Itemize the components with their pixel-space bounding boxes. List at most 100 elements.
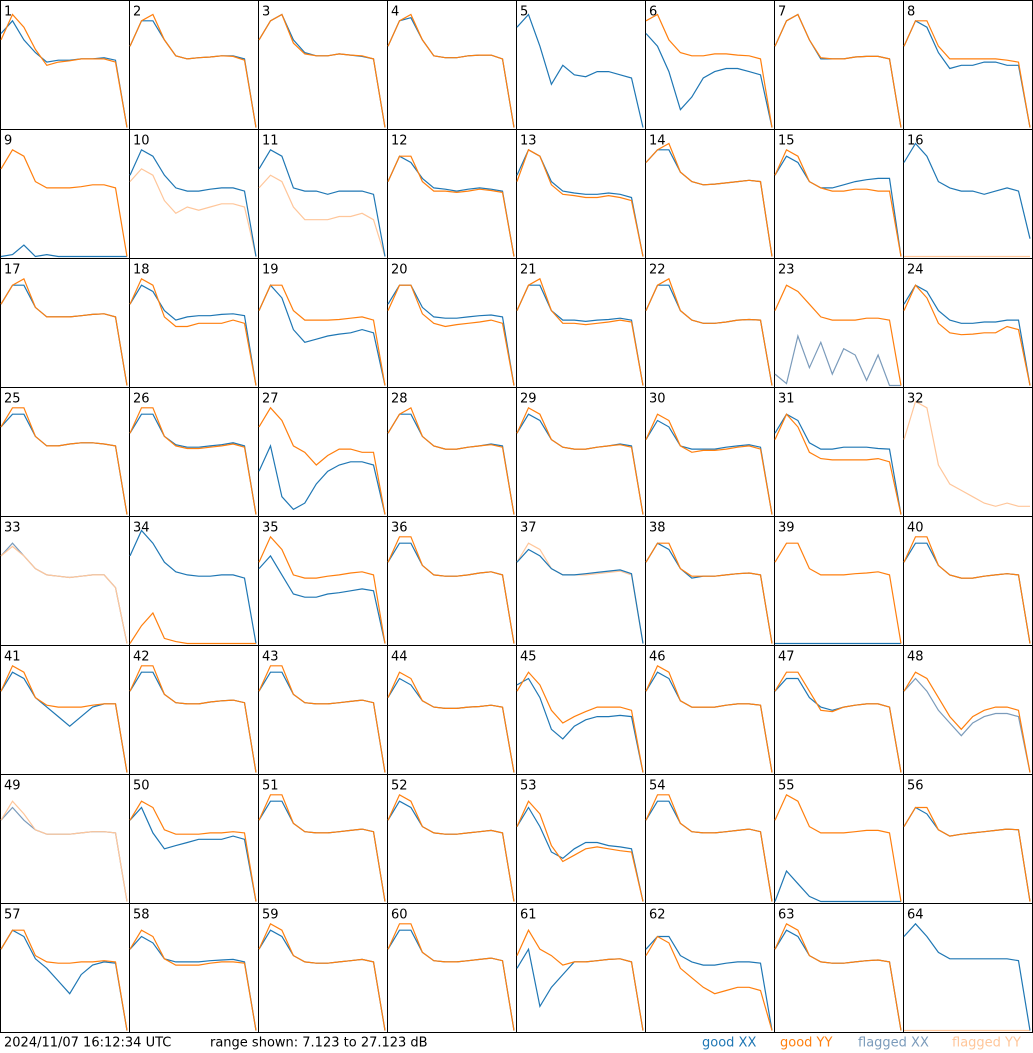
spectrum-line — [258, 406, 386, 515]
panel-label: 56 — [907, 779, 924, 794]
spectrum-line — [0, 13, 128, 128]
spectrum-line — [903, 142, 1031, 239]
spectrum-line — [903, 20, 1031, 128]
timestamp: 2024/11/07 16:12:34 UTC — [4, 1036, 171, 1051]
panel-label: 13 — [520, 134, 537, 149]
spectrum-line — [774, 13, 902, 128]
spectrum-line — [129, 611, 256, 645]
spectrum-line — [387, 406, 515, 515]
spectrum-line — [645, 33, 773, 128]
spectrum-line — [645, 419, 773, 515]
spectrum-line — [903, 671, 1031, 773]
panel-label: 6 — [649, 5, 657, 20]
panel-label: 62 — [649, 908, 666, 923]
spectrum-line — [258, 535, 386, 644]
spectrum-line — [258, 444, 386, 515]
panel-label: 43 — [262, 650, 279, 665]
panel-label: 55 — [778, 779, 795, 794]
spectrum-line — [903, 806, 1031, 902]
panel: 62 — [645, 903, 775, 1033]
spectrum-line — [645, 413, 773, 515]
panel-label: 44 — [391, 650, 408, 665]
spectrum-line — [774, 542, 902, 644]
spectrum-line — [387, 13, 515, 128]
panel-label: 30 — [649, 392, 666, 407]
spectrum-line — [516, 671, 644, 773]
spectrum-line — [645, 794, 773, 902]
spectrum-line — [258, 665, 386, 773]
spectrum-line — [645, 13, 773, 128]
legend-entry: flagged XX — [858, 1036, 929, 1051]
panel-label: 41 — [4, 650, 21, 665]
panel: 10 — [129, 129, 259, 259]
panel: 29 — [516, 387, 646, 517]
spectrum-line — [516, 548, 644, 644]
panel-label: 49 — [4, 779, 21, 794]
spectrum-line — [258, 148, 386, 257]
panel-label: 50 — [133, 779, 150, 794]
spectrum-line — [516, 677, 644, 773]
panel-label: 9 — [4, 134, 12, 149]
spectrum-line — [774, 284, 902, 386]
spectrum-line — [903, 536, 1031, 644]
panel-label: 39 — [778, 521, 795, 536]
spectrum-line — [387, 536, 515, 644]
spectrum-line — [129, 148, 257, 257]
legend-entry: flagged YY — [952, 1036, 1021, 1051]
spectrum-line — [129, 407, 257, 515]
panel-label: 23 — [778, 263, 795, 278]
spectrum-line — [129, 806, 257, 902]
panel-label: 7 — [778, 5, 786, 20]
spectrum-line — [129, 284, 257, 386]
spectrum-line — [0, 929, 128, 1031]
panel-label: 14 — [649, 134, 666, 149]
spectrum-line — [129, 529, 257, 644]
spectrum-line — [0, 19, 128, 128]
spectrum-line — [645, 935, 773, 1031]
spectrum-line — [903, 677, 1031, 773]
panel: 47 — [774, 645, 904, 775]
panel-label: 36 — [391, 521, 408, 536]
range-text: range shown: 7.123 to 27.123 dB — [210, 1036, 428, 1051]
spectrum-line — [258, 13, 386, 128]
panel-label: 16 — [907, 134, 924, 149]
panel-label: 26 — [133, 392, 150, 407]
panel-label: 46 — [649, 650, 666, 665]
spectrum-line — [774, 671, 902, 773]
panel-label: 40 — [907, 521, 924, 536]
panel: 35 — [258, 516, 388, 646]
spectrum-line — [129, 168, 257, 257]
spectrum-line — [0, 244, 127, 258]
panel-label: 33 — [4, 521, 21, 536]
spectrum-line — [774, 922, 902, 1031]
panel-label: 47 — [778, 650, 795, 665]
spectrum-line — [0, 800, 128, 902]
spectrum-line — [0, 407, 128, 515]
spectrum-line — [903, 922, 1031, 1031]
panel-label: 63 — [778, 908, 795, 923]
spectrum-line — [645, 277, 773, 386]
panel-label: 3 — [262, 5, 270, 20]
spectrum-line — [387, 923, 515, 1031]
spectrum-line — [129, 13, 257, 128]
panel-label: 11 — [262, 134, 279, 149]
legend-entry: good XX — [702, 1036, 756, 1051]
panel-label: 48 — [907, 650, 924, 665]
spectrum-line — [516, 13, 644, 128]
panel-label: 29 — [520, 392, 537, 407]
panel-label: 53 — [520, 779, 537, 794]
spectrum-line — [645, 664, 773, 773]
spectrum-line — [258, 284, 386, 386]
spectrum-line — [774, 869, 901, 903]
spectrum-line — [903, 19, 1031, 128]
panel-label: 25 — [4, 392, 21, 407]
panel: 25 — [0, 387, 130, 517]
spectrum-line — [774, 793, 902, 902]
panel-label: 4 — [391, 5, 399, 20]
panel-label: 24 — [907, 263, 924, 278]
legend-entry: good YY — [780, 1036, 832, 1051]
spectrum-line — [516, 800, 644, 902]
spectrum-line — [903, 284, 1031, 386]
spectrum-line — [645, 142, 773, 257]
spectrum-line — [645, 542, 773, 644]
